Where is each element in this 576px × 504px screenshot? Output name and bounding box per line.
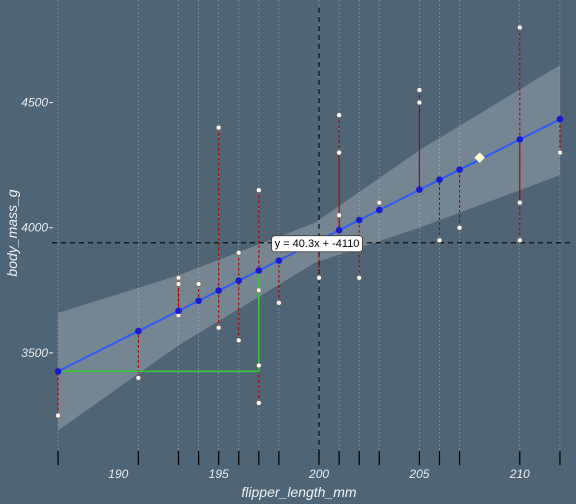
observed-point: [276, 300, 282, 306]
observed-point: [376, 199, 383, 206]
observed-point: [557, 149, 563, 156]
observed-point: [336, 149, 342, 156]
x-tick-label: 190: [108, 467, 128, 481]
observed-point: [235, 337, 242, 344]
equation-label: y = 40.3x + -4110: [275, 238, 360, 250]
observed-point: [215, 124, 222, 131]
observed-point: [256, 187, 262, 193]
fitted-point: [215, 287, 222, 294]
observed-point: [416, 99, 423, 106]
fitted-point: [195, 297, 202, 305]
fitted-point: [235, 277, 243, 284]
fitted-point: [335, 226, 343, 234]
equation-box: y = 40.3x + -4110: [271, 235, 363, 253]
observed-point: [256, 400, 262, 406]
x-rug: [57, 451, 561, 465]
observed-point: [175, 275, 182, 281]
observed-point: [356, 275, 362, 281]
equation-label-box: [271, 235, 363, 253]
y-tick-label: 4500: [21, 96, 48, 110]
fitted-point: [456, 166, 463, 173]
y-tick-label: 4000: [21, 221, 48, 235]
fitted-point: [355, 216, 363, 224]
observed-point: [517, 199, 523, 206]
fitted-point: [516, 136, 524, 143]
slope-triangle-path: [58, 270, 260, 373]
fitted-points: [54, 115, 564, 375]
fitted-point: [416, 186, 423, 194]
fitted-point: [54, 368, 62, 375]
observed-point: [175, 281, 182, 287]
y-tick-labels: 3500 4000 4500: [21, 96, 53, 360]
x-tick-label: 200: [308, 467, 329, 481]
fitted-point: [255, 267, 263, 274]
observed-point: [235, 250, 242, 256]
mean-point-marker: [474, 152, 485, 164]
observed-point: [215, 325, 222, 331]
fitted-point: [375, 206, 383, 214]
observed-point: [55, 412, 61, 419]
observed-point: [316, 275, 322, 281]
x-tick-label: 205: [408, 467, 429, 481]
fitted-point: [436, 176, 443, 183]
observed-point: [256, 287, 262, 294]
observed-point: [517, 24, 523, 31]
crosshair-lines: [52, 8, 570, 458]
fitted-point: [135, 327, 142, 335]
fitted-point: [556, 115, 564, 123]
observed-point: [195, 281, 202, 287]
observed-point: [336, 112, 342, 118]
fitted-point: [175, 307, 182, 315]
x-axis-title: flipper_length_mm: [241, 484, 357, 500]
observed-point: [135, 375, 142, 381]
observed-point: [436, 237, 443, 244]
observed-point: [517, 237, 523, 244]
observed-point: [416, 87, 423, 93]
observed-points: [55, 24, 563, 419]
mean-marker-group: [474, 152, 485, 164]
y-tick-label: 3500: [21, 346, 48, 360]
observed-point: [456, 224, 463, 231]
slope-triangle: [58, 270, 260, 373]
observed-point: [256, 362, 262, 369]
fitted-point: [275, 257, 283, 264]
observed-point: [336, 212, 342, 218]
x-tick-label: 195: [209, 467, 229, 481]
y-axis-title: body_mass_g: [4, 189, 20, 276]
x-tick-label: 210: [509, 467, 530, 481]
x-tick-labels: 190 195 200 205 210: [108, 467, 530, 481]
